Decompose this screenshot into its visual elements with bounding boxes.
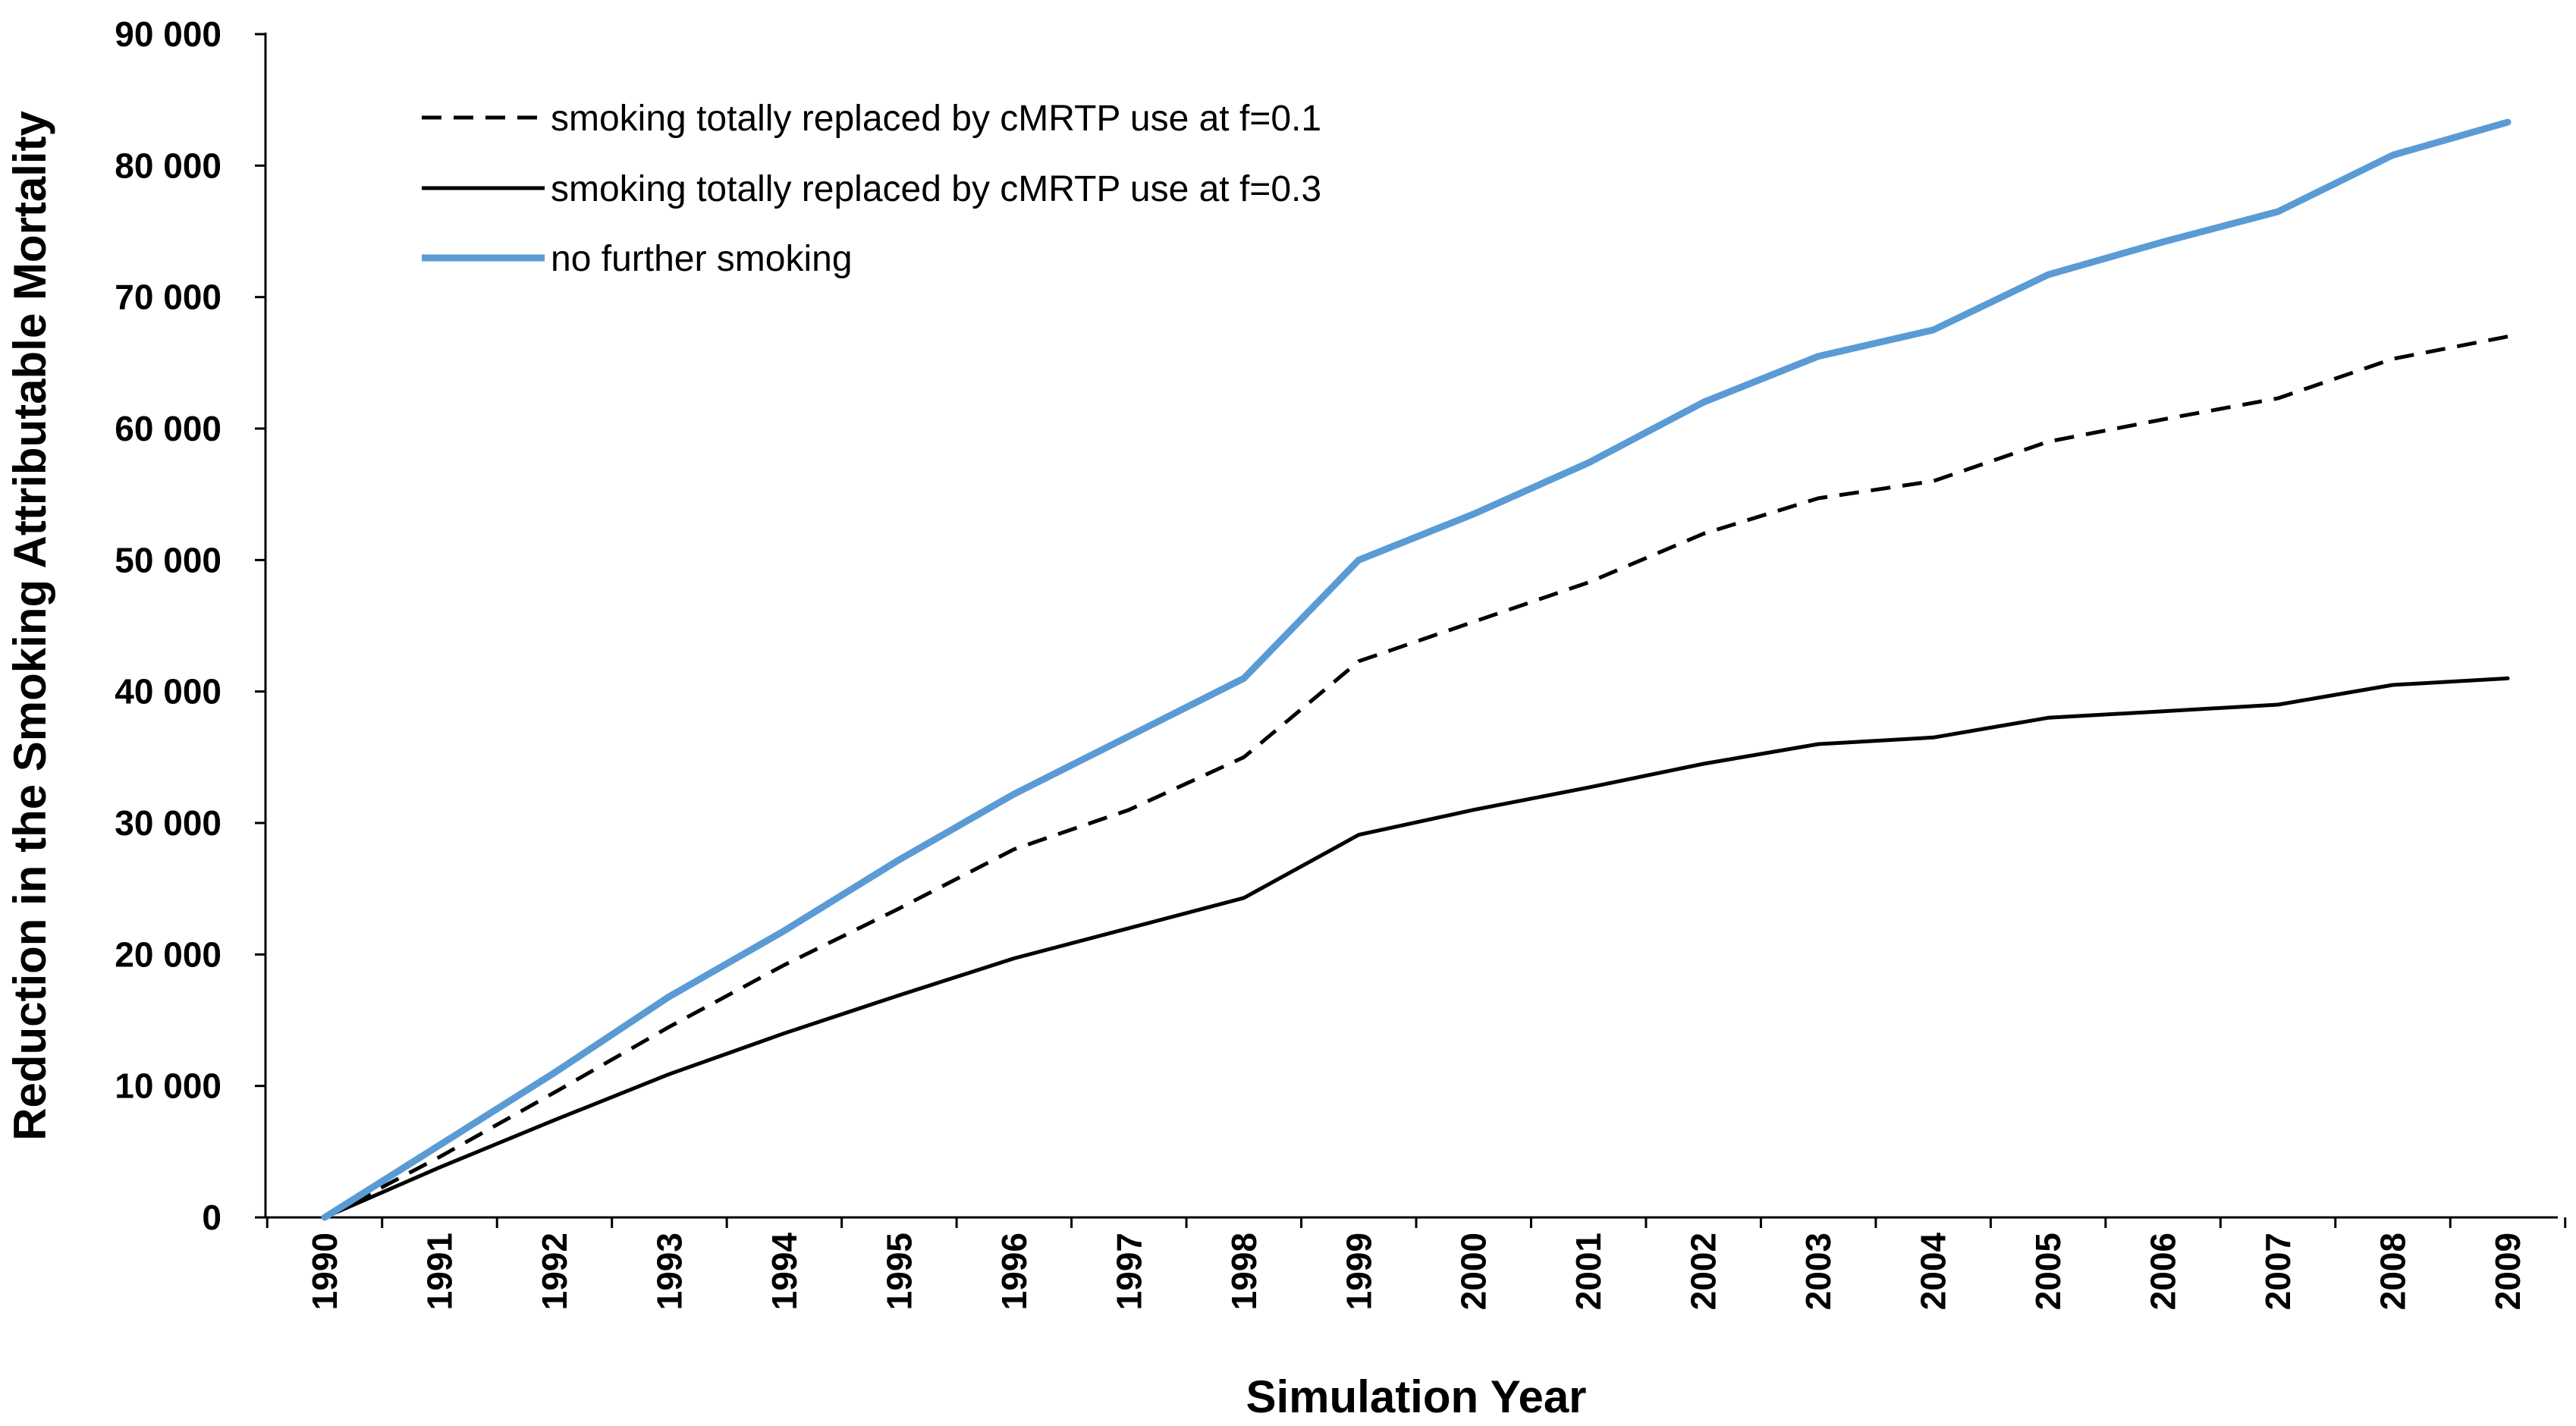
y-axis-ticks: 0 10 000 20 000 30 000 40 000 50 000 60 000 70 … xyxy=(115,14,265,1237)
y-tick-label: 80 000 xyxy=(115,146,221,185)
x-axis-ticks: 1990 1991 1992 1993 1994 1995 1996 1997 1998 1999… xyxy=(265,1217,2567,1311)
series-lines xyxy=(321,118,2512,1221)
y-tick-label: 90 000 xyxy=(115,14,221,54)
x-tick-label: 2006 xyxy=(2144,1233,2183,1310)
x-tick-label: 1999 xyxy=(1339,1233,1378,1310)
x-tick-label: 2000 xyxy=(1454,1233,1494,1310)
legend-label-3: no further smoking xyxy=(551,239,853,279)
x-tick-label: 2004 xyxy=(1914,1233,1953,1311)
x-tick-label: 1992 xyxy=(535,1233,574,1310)
y-tick-label: 60 000 xyxy=(115,409,221,448)
y-tick-label: 0 xyxy=(202,1198,221,1237)
legend: smoking totally replaced by cMRTP use at… xyxy=(422,99,1321,279)
x-tick-label: 1993 xyxy=(649,1233,689,1310)
y-tick-label: 50 000 xyxy=(115,540,221,580)
x-tick-label: 2001 xyxy=(1569,1233,1608,1310)
legend-label-1: smoking totally replaced by cMRTP use at… xyxy=(551,99,1321,139)
x-tick-label: 2002 xyxy=(1684,1233,1723,1310)
series-line-1 xyxy=(323,335,2508,1220)
x-tick-label: 1995 xyxy=(879,1233,919,1310)
x-tick-label: 1998 xyxy=(1224,1233,1264,1310)
x-tick-label: 1997 xyxy=(1109,1233,1148,1310)
y-tick-label: 20 000 xyxy=(115,934,221,974)
y-tick-label: 70 000 xyxy=(115,278,221,317)
x-tick-label: 1990 xyxy=(305,1233,344,1310)
x-axis-title: Simulation Year xyxy=(1246,1371,1586,1422)
x-tick-label: 1996 xyxy=(994,1233,1034,1310)
series-line-2 xyxy=(322,676,2510,1220)
x-tick-label: 2007 xyxy=(2258,1233,2298,1310)
y-tick-label: 30 000 xyxy=(115,803,221,843)
series-line-3 xyxy=(321,118,2512,1221)
legend-label-2: smoking totally replaced by cMRTP use at… xyxy=(551,169,1321,209)
x-tick-label: 2008 xyxy=(2373,1233,2413,1310)
y-tick-label: 10 000 xyxy=(115,1066,221,1106)
y-axis-title: Reduction in the Smoking Attributable Mo… xyxy=(5,110,55,1140)
x-tick-label: 1991 xyxy=(419,1233,459,1310)
x-tick-label: 1994 xyxy=(765,1233,804,1311)
x-tick-label: 2009 xyxy=(2488,1233,2527,1310)
y-tick-label: 40 000 xyxy=(115,672,221,711)
x-tick-label: 2003 xyxy=(1798,1233,1838,1310)
x-tick-label: 2005 xyxy=(2028,1233,2068,1310)
